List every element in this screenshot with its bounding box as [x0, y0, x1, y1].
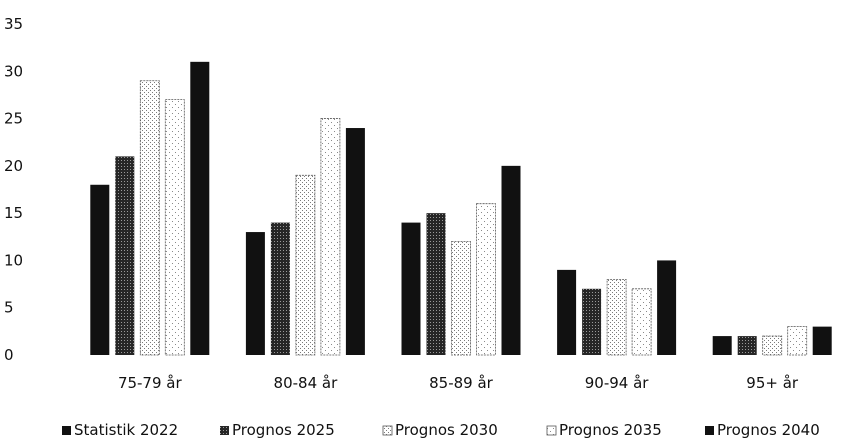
legend-label: Prognos 2035 — [559, 421, 662, 439]
bar-statistik-2022-3 — [557, 269, 577, 355]
bar-prognos-2035-3 — [631, 288, 652, 356]
bar-statistik-2022-0 — [90, 184, 110, 355]
bar-prognos-2030-3 — [606, 278, 627, 356]
legend-label: Statistik 2022 — [74, 421, 178, 439]
legend-label: Prognos 2030 — [395, 421, 498, 439]
bar-prognos-2025-0 — [115, 156, 135, 355]
y-tick-label: 35 — [4, 15, 23, 33]
bar-statistik-2022-4 — [712, 336, 732, 355]
bar-prognos-2030-2 — [451, 241, 471, 356]
bar-prognos-2040-0 — [190, 61, 210, 355]
bar-prognos-2035-1 — [320, 118, 341, 356]
x-category-label: 85-89 år — [429, 374, 494, 392]
bar-prognos-2025-2 — [426, 213, 446, 355]
x-category-label: 75-79 år — [118, 374, 183, 392]
bar-prognos-2030-4 — [762, 335, 783, 356]
bar-prognos-2025-3 — [582, 288, 602, 355]
bar-statistik-2022-2 — [401, 222, 421, 355]
legend-swatch — [382, 425, 393, 436]
legend-label: Prognos 2040 — [717, 421, 820, 439]
x-category-label: 80-84 år — [274, 374, 339, 392]
bar-prognos-2035-0 — [164, 99, 185, 356]
legend-swatch — [705, 426, 714, 435]
bar-prognos-2040-2 — [501, 165, 521, 355]
bar-prognos-2040-4 — [812, 326, 832, 355]
legend-swatch — [220, 426, 229, 435]
y-tick-label: 5 — [4, 299, 14, 317]
legend-swatch — [62, 426, 71, 435]
bars — [90, 61, 832, 356]
bar-prognos-2030-1 — [295, 174, 316, 356]
y-tick-label: 10 — [4, 251, 23, 269]
bar-prognos-2025-4 — [737, 336, 757, 355]
legend: Statistik 2022 Prognos 2025 Prognos 2030 Pr… — [62, 421, 820, 439]
x-axis-categories: 75-79 år 80-84 år 85-89 år 90-94 år 95+ år — [118, 374, 799, 392]
y-tick-label: 30 — [4, 62, 23, 80]
bar-prognos-2035-2 — [476, 203, 496, 356]
y-tick-label: 25 — [4, 110, 23, 128]
y-tick-label: 20 — [4, 157, 23, 175]
bar-prognos-2030-0 — [139, 80, 160, 356]
bar-prognos-2035-4 — [787, 326, 808, 356]
bar-prognos-2040-1 — [345, 128, 365, 355]
bar-statistik-2022-1 — [245, 232, 265, 355]
y-axis-ticks: 0 5 10 15 20 25 30 35 — [4, 15, 23, 364]
x-category-label: 95+ år — [746, 374, 799, 392]
bar-prognos-2040-3 — [657, 260, 677, 355]
legend-label: Prognos 2025 — [232, 421, 335, 439]
x-category-label: 90-94 år — [585, 374, 650, 392]
legend-swatch — [546, 425, 557, 436]
bar-prognos-2025-1 — [270, 222, 290, 355]
y-tick-label: 15 — [4, 204, 23, 222]
y-tick-label: 0 — [4, 346, 14, 364]
